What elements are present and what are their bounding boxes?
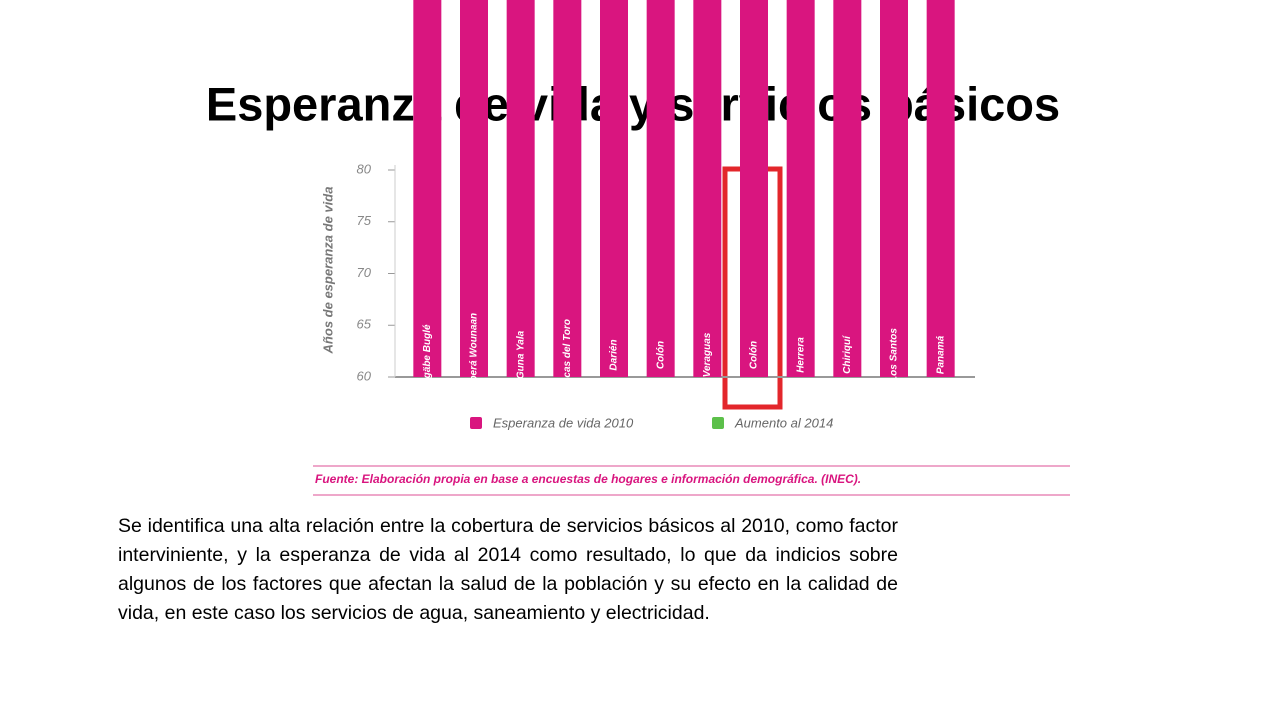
bar-segment: [646, 0, 675, 377]
category-label: Colón: [655, 341, 666, 369]
y-axis-label: Años de esperanza de vida: [320, 187, 335, 355]
category-label: Emberá Wounaan: [469, 313, 480, 397]
slide-title: Esperanza de vida y servicios básicos: [206, 77, 1060, 130]
legend-swatch: [470, 417, 482, 429]
bar-segment: [786, 0, 815, 377]
legend-swatch: [712, 417, 724, 429]
bar-segment: [693, 0, 722, 377]
category-label: Guna Yala: [515, 330, 526, 379]
category-label: Veraguas: [702, 332, 713, 377]
category-label: Panamá: [935, 335, 946, 374]
legend-label: Aumento al 2014: [734, 415, 833, 430]
y-tick-label: 80: [357, 161, 372, 176]
bar-segment: [506, 0, 535, 377]
category-label: Herrera: [795, 337, 806, 373]
bar-segment: [600, 0, 628, 377]
y-tick-label: 60: [357, 368, 372, 383]
body-text: Se identifica una alta relación entre la…: [118, 515, 898, 624]
legend-label: Esperanza de vida 2010: [493, 415, 634, 430]
y-tick-label: 75: [357, 213, 372, 228]
bar-segment: [740, 0, 768, 377]
source-note: Fuente: Elaboración propia en base a enc…: [315, 472, 861, 486]
bar-segment: [926, 0, 955, 378]
bar-segment: [833, 0, 862, 377]
y-tick-label: 70: [357, 265, 372, 280]
bar-segment: [880, 0, 908, 377]
category-label: Chiriquí: [842, 335, 853, 374]
category-label: Colón: [749, 341, 760, 369]
category-label: Darién: [609, 339, 620, 370]
bar-segment: [553, 0, 582, 377]
category-label: Los Santos: [889, 328, 900, 382]
bar-segment: [413, 0, 442, 377]
y-tick-label: 65: [357, 317, 372, 332]
bar-segment: [460, 0, 488, 378]
category-label: Ngäbe Buglé: [422, 324, 433, 386]
category-label: Bocas del Toro: [562, 319, 573, 391]
